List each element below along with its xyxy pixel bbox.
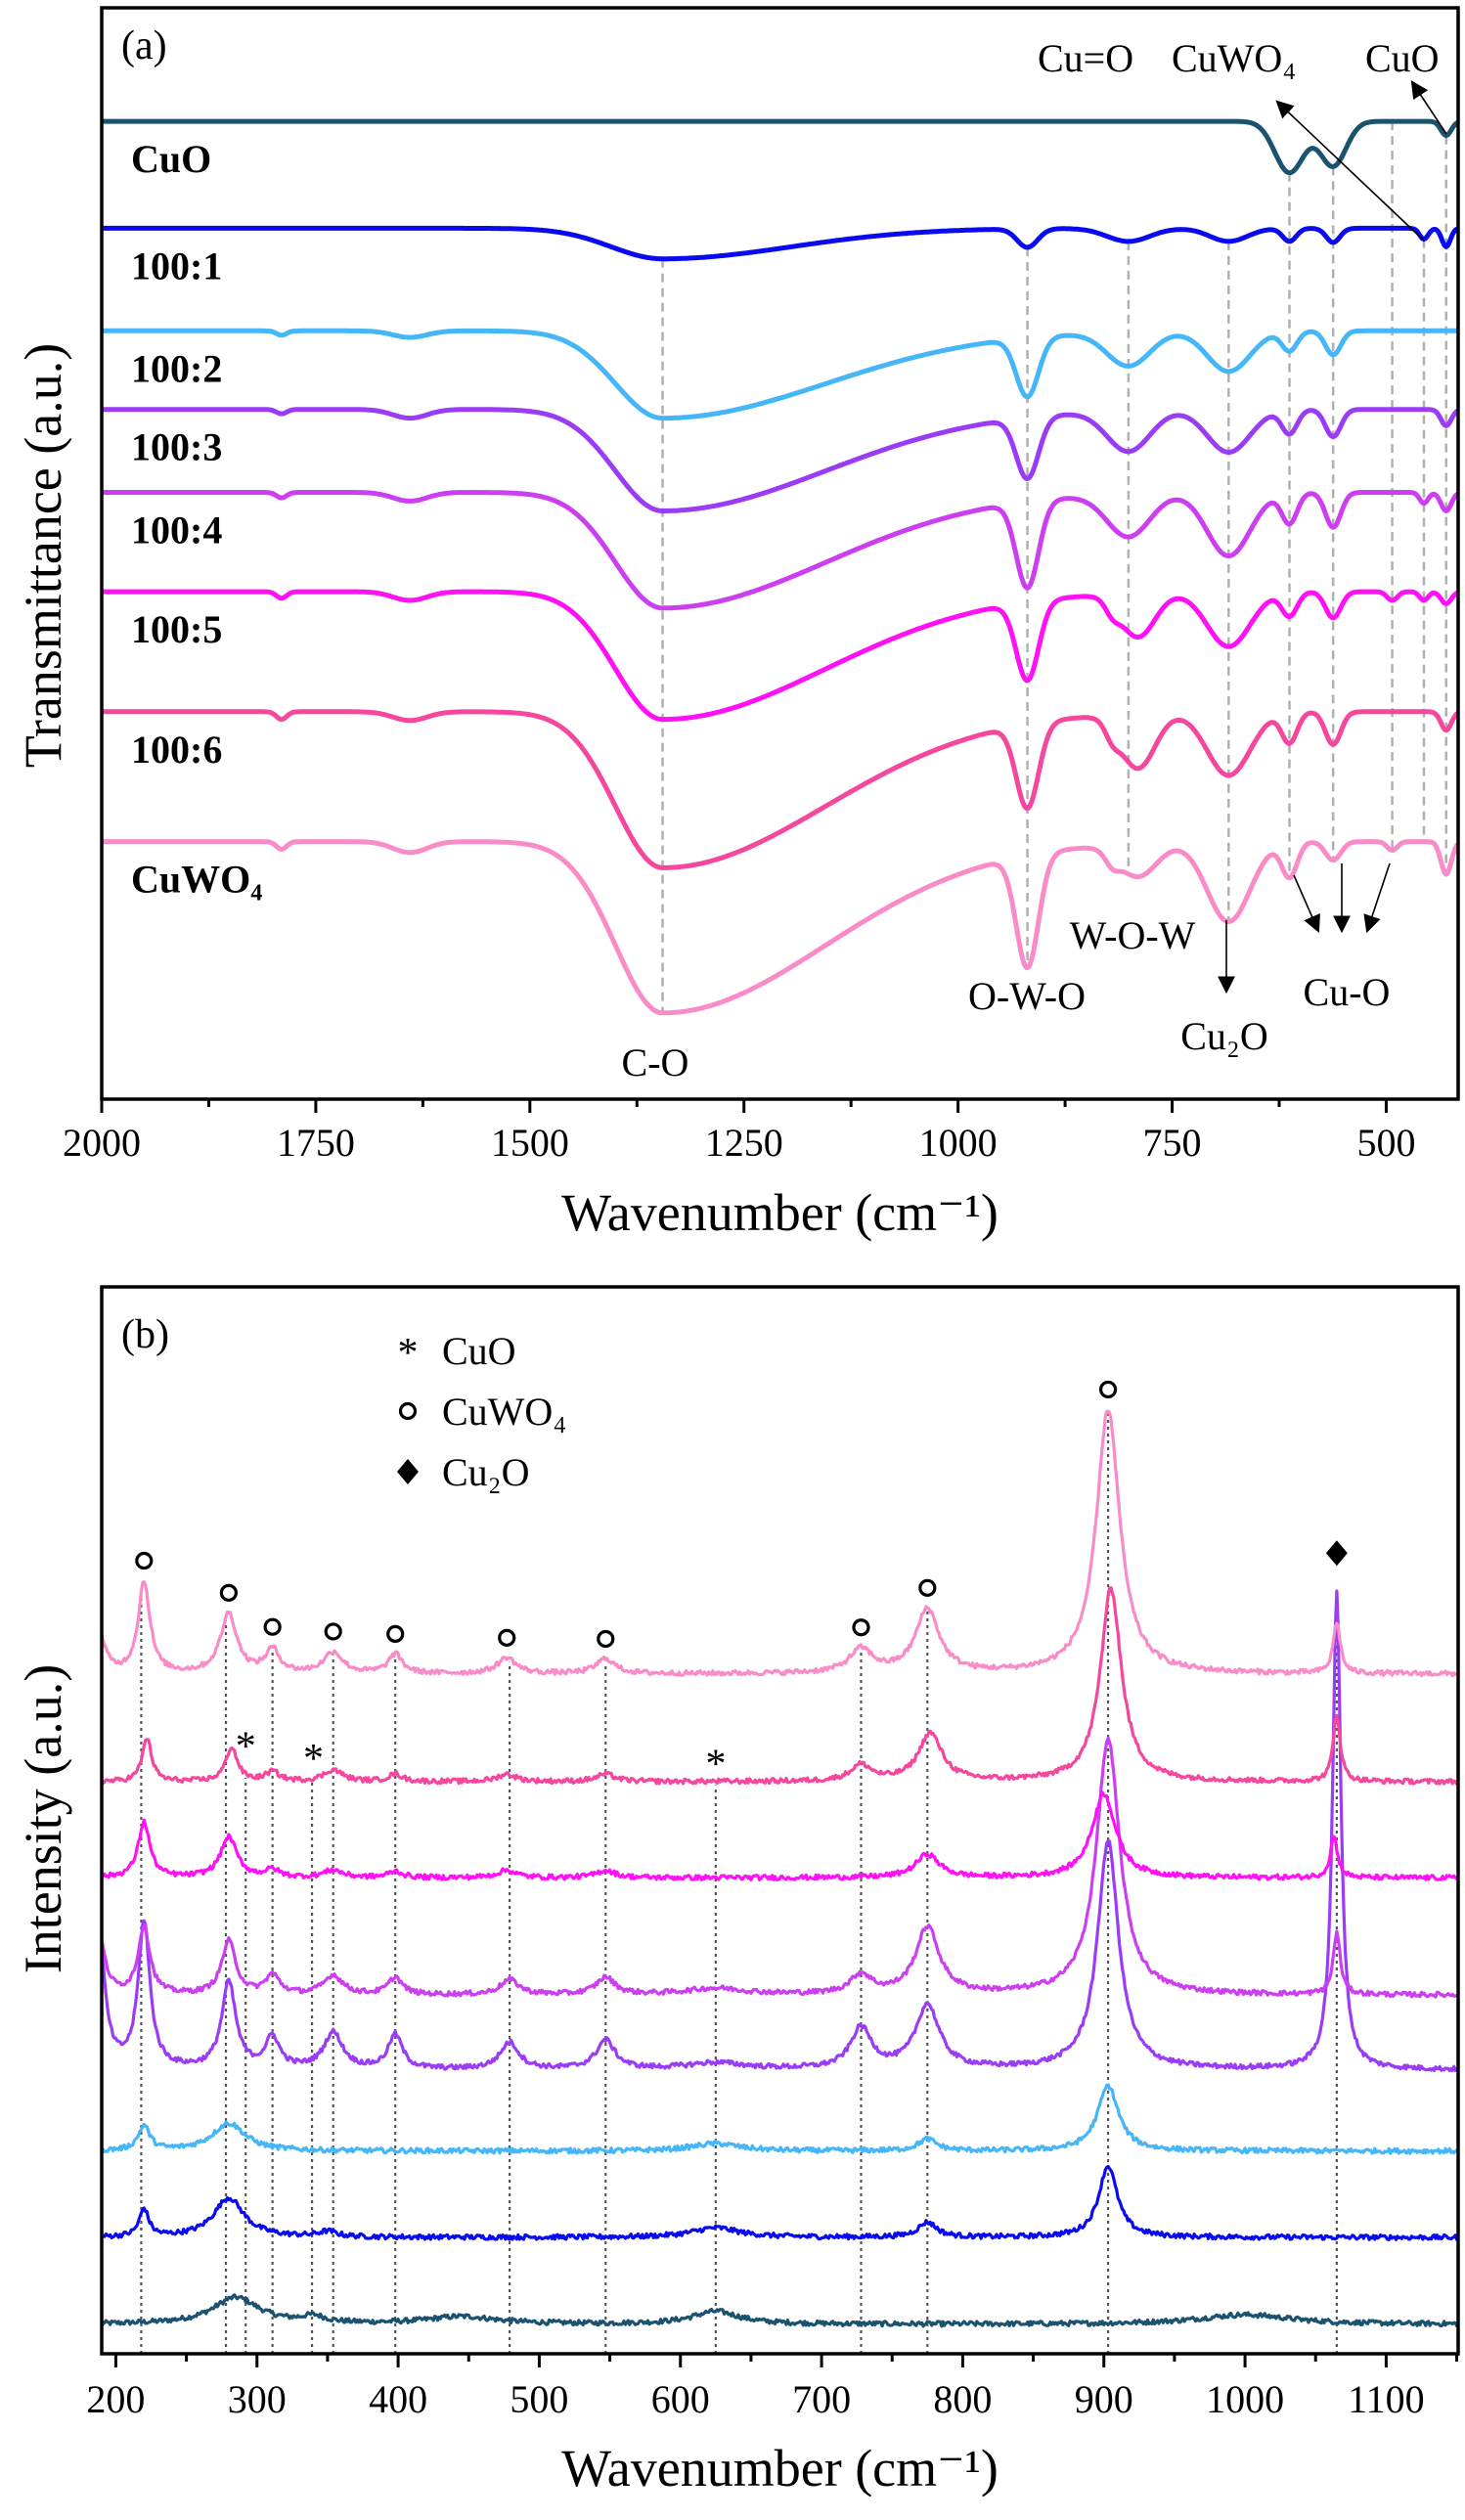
- x-tick-label: 1500: [491, 1121, 569, 1165]
- series-line-100-2: [101, 328, 1459, 421]
- legend-circle-icon: [398, 1401, 418, 1421]
- series-line-100-1: [101, 2164, 1460, 2241]
- circle-marker: [324, 1622, 342, 1641]
- annotation-cu-o: Cu-O: [1304, 970, 1391, 1014]
- annotation-arrow: [1410, 80, 1447, 135]
- annotation-cu-o-double: Cu=O: [1038, 36, 1133, 80]
- legend-diamond-icon: [397, 1459, 419, 1484]
- series-label-100-2: 100:2: [131, 346, 222, 390]
- series-label-cuo: CuO: [131, 137, 211, 181]
- panel-label: (a): [121, 23, 167, 68]
- ftir-panel: CuO 100:1 100:2 100:3 100:4 100:5 100:6 CuWO₄ Cu…: [14, 6, 1460, 1242]
- annotation-c-o: C-O: [622, 1040, 689, 1084]
- x-tick-label: 200: [86, 2377, 145, 2421]
- x-tick-label: 1000: [919, 1121, 998, 1165]
- series-line-cuo: [101, 118, 1460, 176]
- circle-marker: [263, 1617, 282, 1636]
- legend-label: CuO: [442, 1329, 516, 1373]
- x-tick-label: 2000: [63, 1121, 141, 1165]
- series-label-100-4: 100:4: [131, 508, 222, 553]
- series-label-cuwo-: CuWO₄: [131, 858, 262, 902]
- asterisk-marker: *: [303, 1737, 324, 1782]
- circle-marker: [918, 1578, 937, 1597]
- x-tick-label: 900: [1075, 2377, 1133, 2421]
- plot-frame: [100, 6, 1460, 1101]
- x-tick-label: 1750: [277, 1121, 355, 1165]
- x-axis-title: Wavenumber (cm⁻¹): [561, 2439, 999, 2498]
- plot-frame: [100, 1285, 1460, 2356]
- y-axis-title: Intensity (a.u.): [14, 1664, 72, 1973]
- annotation-arrow: [1275, 100, 1425, 242]
- x-tick-label: 800: [933, 2377, 992, 2421]
- series-line-100-3: [101, 407, 1460, 513]
- series-line-100-4: [101, 490, 1460, 611]
- x-tick-label: 400: [369, 2377, 427, 2421]
- x-tick-label: 1250: [705, 1121, 783, 1165]
- x-tick-label: 1100: [1348, 2377, 1425, 2421]
- circle-marker: [135, 1551, 154, 1570]
- series-line-100-3: [100, 1589, 1460, 2072]
- panel-label: (b): [121, 1312, 169, 1357]
- x-tick-label: 700: [792, 2377, 851, 2421]
- series-line-100-4: [100, 1736, 1460, 1999]
- diamond-marker: [1325, 1540, 1348, 1567]
- x-tick-label: 500: [1356, 1121, 1415, 1165]
- legend-asterisk-icon: *: [398, 1331, 419, 1376]
- asterisk-marker: *: [236, 1725, 256, 1770]
- series-line-100-6: [100, 1586, 1460, 1786]
- annotation-arrow: [1363, 862, 1391, 934]
- series-line-cuo: [100, 2293, 1460, 2328]
- circle-marker: [219, 1583, 238, 1602]
- series-line-cuwo-: [101, 839, 1460, 1016]
- series-line-100-6: [101, 709, 1460, 870]
- x-tick-label: 1000: [1206, 2377, 1284, 2421]
- series-line-100-1: [101, 225, 1459, 262]
- annotation-cuo: CuO: [1365, 36, 1440, 80]
- circle-marker: [597, 1629, 615, 1649]
- series-label-100-1: 100:1: [131, 243, 222, 287]
- annotation-cuwo4: CuWO₄: [1172, 36, 1296, 80]
- annotation-arrow: [1293, 874, 1320, 934]
- circle-marker: [852, 1618, 870, 1637]
- circle-marker: [498, 1628, 516, 1647]
- annotation-o-w-o: O-W-O: [968, 974, 1086, 1018]
- x-tick-label: 300: [228, 2377, 287, 2421]
- x-tick-label: 500: [510, 2377, 568, 2421]
- y-axis-title: Transmittance (a.u.): [14, 343, 72, 768]
- series-label-100-5: 100:5: [131, 607, 222, 651]
- series-line-100-5: [100, 1791, 1459, 1881]
- circle-marker: [1098, 1380, 1118, 1399]
- legend-label: Cu₂O: [442, 1450, 530, 1494]
- x-tick-label: 750: [1143, 1121, 1202, 1165]
- series-label-100-3: 100:3: [131, 425, 222, 469]
- annotation-w-o-w: W-O-W: [1070, 913, 1196, 957]
- x-axis-title: Wavenumber (cm⁻¹): [561, 1183, 999, 1242]
- series-line-100-5: [101, 589, 1460, 723]
- asterisk-marker: *: [705, 1743, 726, 1788]
- legend-label: CuWO₄: [442, 1390, 566, 1434]
- circle-marker: [386, 1624, 405, 1643]
- series-line-cuwo-: [100, 1409, 1459, 1678]
- raman-panel: * * * * CuO CuWO₄ Cu₂O 200 300 400 500 600 700 800 900…: [14, 1285, 1460, 2498]
- series-label-100-6: 100:6: [131, 728, 222, 772]
- series-line-100-2: [100, 2083, 1459, 2155]
- annotation-cu2o: Cu₂O: [1180, 1014, 1268, 1058]
- x-tick-label: 600: [651, 2377, 710, 2421]
